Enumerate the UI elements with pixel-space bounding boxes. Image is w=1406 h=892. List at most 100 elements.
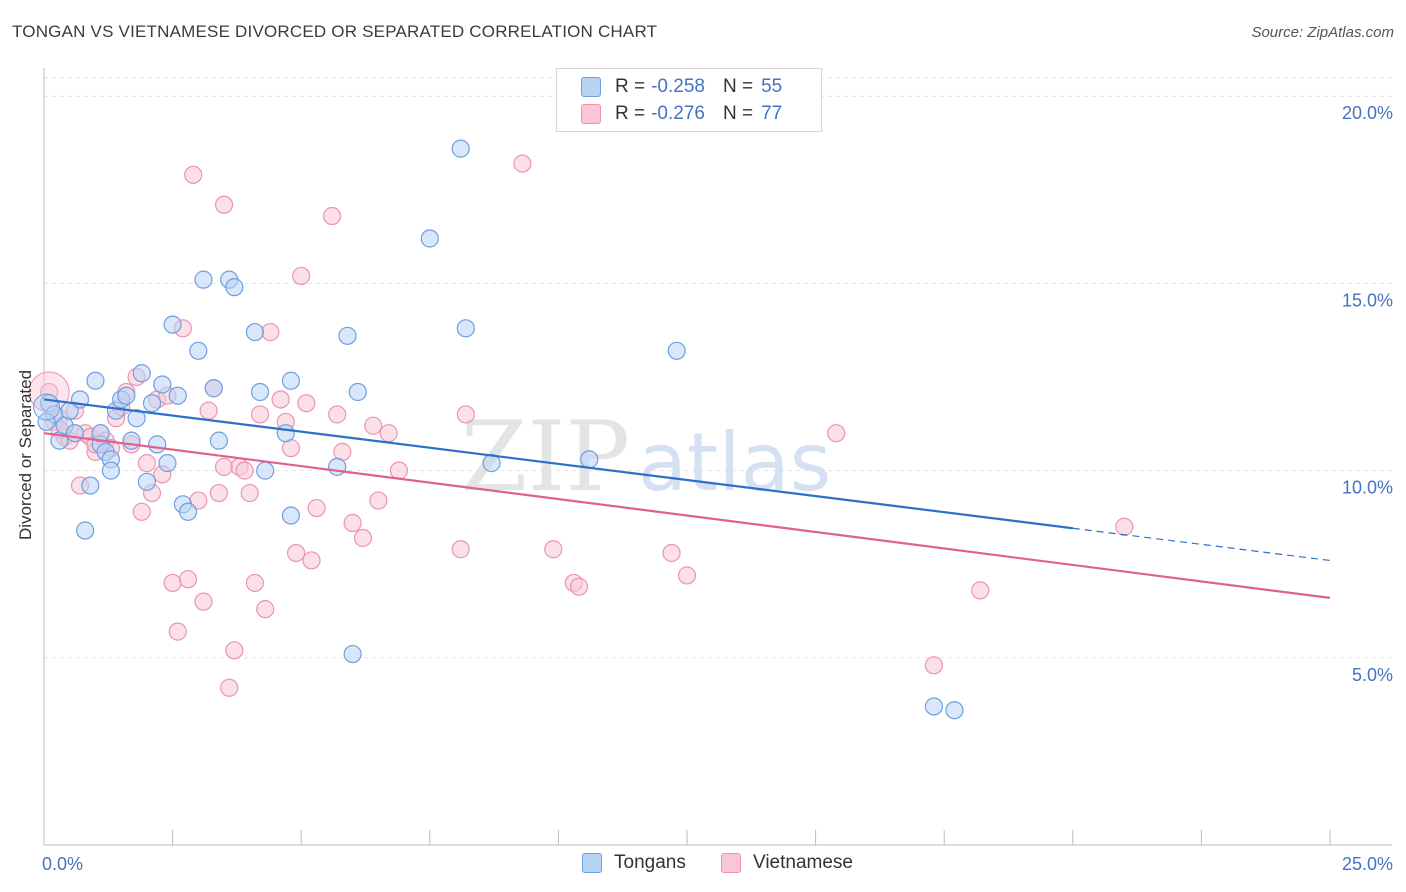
vietnamese-swatch bbox=[721, 853, 741, 873]
tongans-point bbox=[328, 457, 347, 476]
n-value-vietnamese: 77 bbox=[761, 103, 783, 124]
n-label: N = bbox=[722, 103, 754, 124]
tongans-point bbox=[281, 371, 301, 390]
series-legend: Tongans Vietnamese bbox=[0, 852, 1406, 876]
tongans-point bbox=[281, 506, 301, 525]
correlation-legend: R = -0.258 N = 55 R = -0.276 N = 77 bbox=[556, 68, 822, 132]
y-tick-label: 5.0% bbox=[1352, 665, 1393, 685]
vietnamese-points bbox=[28, 154, 1134, 697]
tongans-point bbox=[204, 379, 223, 398]
grid-lines bbox=[44, 77, 1392, 659]
vietnamese-point bbox=[209, 483, 228, 503]
vietnamese-point bbox=[451, 540, 470, 559]
tongans-trend-extension bbox=[1072, 527, 1331, 562]
vietnamese-point bbox=[214, 457, 234, 476]
vietnamese-point bbox=[240, 483, 259, 503]
vietnamese-point bbox=[369, 491, 388, 510]
vietnamese-point bbox=[353, 528, 373, 548]
tongans-point bbox=[348, 382, 367, 402]
vietnamese-point bbox=[184, 165, 203, 184]
n-label: N = bbox=[722, 76, 754, 97]
tongans-point bbox=[456, 319, 475, 338]
vietnamese-trend-line bbox=[43, 432, 1331, 599]
tongans-point bbox=[81, 476, 100, 495]
vietnamese-point bbox=[662, 543, 681, 563]
vietnamese-point bbox=[199, 401, 218, 420]
source-label: Source: ZipAtlas.com bbox=[1251, 24, 1394, 41]
vietnamese-point bbox=[137, 454, 156, 473]
vietnamese-point bbox=[302, 551, 321, 570]
legend-item-vietnamese[interactable]: Vietnamese bbox=[721, 852, 853, 874]
vietnamese-point bbox=[214, 195, 234, 214]
vietnamese-point bbox=[328, 405, 347, 424]
tongans-point bbox=[343, 644, 362, 664]
legend-label-vietnamese: Vietnamese bbox=[753, 852, 853, 873]
tongans-point bbox=[153, 375, 172, 394]
tongans-trend-line bbox=[43, 398, 1073, 530]
vietnamese-point bbox=[225, 641, 244, 660]
y-tick-label: 15.0% bbox=[1342, 290, 1393, 310]
trend-lines bbox=[43, 398, 1331, 599]
r-label: R = bbox=[615, 76, 646, 97]
vietnamese-point bbox=[250, 405, 270, 424]
vietnamese-point bbox=[286, 543, 306, 563]
tongans-swatch bbox=[582, 853, 602, 873]
tongans-point bbox=[256, 461, 275, 480]
vietnamese-point bbox=[322, 206, 342, 226]
vietnamese-point bbox=[364, 416, 383, 435]
tongans-point bbox=[168, 386, 187, 405]
vietnamese-point bbox=[343, 513, 362, 533]
r-value-tongans: -0.258 bbox=[651, 76, 705, 97]
legend-row-vietnamese: R = -0.276 N = 77 bbox=[581, 101, 782, 127]
legend-item-tongans[interactable]: Tongans bbox=[582, 852, 686, 874]
r-label: R = bbox=[615, 103, 646, 124]
vietnamese-point bbox=[292, 266, 311, 286]
vietnamese-point bbox=[220, 678, 239, 697]
tongans-point bbox=[189, 341, 208, 360]
watermark: ZIP atlas bbox=[461, 401, 832, 513]
vietnamese-point bbox=[307, 498, 326, 518]
vietnamese-point bbox=[261, 322, 280, 342]
tongans-swatch bbox=[581, 77, 601, 97]
vietnamese-point bbox=[194, 592, 213, 611]
vietnamese-point bbox=[297, 394, 316, 413]
r-value-vietnamese: -0.276 bbox=[651, 103, 705, 124]
tongans-point bbox=[148, 435, 167, 454]
tongans-point bbox=[250, 382, 270, 402]
tongans-point bbox=[142, 394, 162, 413]
tongans-point bbox=[924, 697, 944, 716]
vietnamese-point bbox=[924, 656, 944, 675]
tongans-point bbox=[76, 521, 95, 540]
tongans-point bbox=[122, 431, 141, 450]
vietnamese-point bbox=[971, 581, 990, 600]
y-axis-label: Divorced or Separated bbox=[16, 369, 35, 541]
vietnamese-point bbox=[544, 540, 563, 559]
vietnamese-point bbox=[178, 570, 198, 589]
tongans-point bbox=[101, 461, 120, 480]
tongans-point bbox=[225, 278, 244, 297]
tongans-point bbox=[209, 431, 228, 450]
vietnamese-point bbox=[132, 502, 151, 521]
x-tick-label-min: 0.0% bbox=[42, 854, 83, 874]
vietnamese-swatch bbox=[581, 104, 601, 124]
vietnamese-point bbox=[245, 573, 265, 593]
tongans-point bbox=[580, 450, 599, 469]
vietnamese-point bbox=[271, 390, 290, 409]
tongans-point bbox=[338, 326, 357, 345]
tongans-point bbox=[945, 701, 964, 720]
tongans-point bbox=[158, 454, 177, 473]
legend-row-tongans: R = -0.258 N = 55 bbox=[581, 74, 782, 100]
tongans-point bbox=[137, 472, 156, 491]
x-tick-labels: 0.0% 25.0% bbox=[42, 854, 1393, 874]
tongans-point bbox=[132, 364, 151, 383]
chart-title: TONGAN VS VIETNAMESE DIVORCED OR SEPARAT… bbox=[12, 22, 658, 41]
tongans-point bbox=[37, 412, 56, 432]
tongans-point bbox=[117, 386, 136, 405]
y-tick-label: 10.0% bbox=[1342, 478, 1393, 498]
tongans-point bbox=[194, 270, 213, 289]
tongans-point bbox=[86, 371, 105, 390]
axes bbox=[43, 68, 1392, 846]
vietnamese-point bbox=[827, 424, 846, 443]
vietnamese-point bbox=[235, 461, 254, 480]
